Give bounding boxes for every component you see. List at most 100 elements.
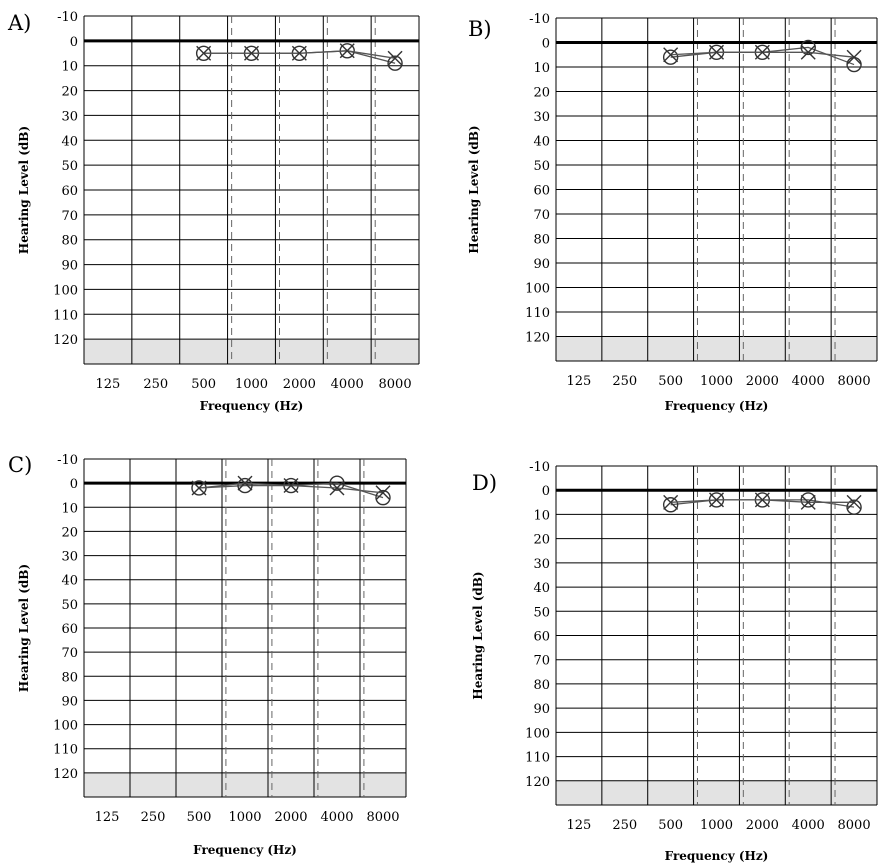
x-tick-label: 4000	[792, 818, 825, 833]
y-tick-label: 20	[533, 533, 550, 548]
data-point-cross	[244, 45, 259, 61]
shaded-region	[84, 772, 406, 797]
y-tick-label: 60	[61, 622, 78, 637]
data-point-cross	[754, 44, 770, 60]
x-tick-label: 8000	[838, 374, 871, 389]
series-line-circle	[670, 46, 855, 66]
panel-label: D)	[472, 471, 497, 495]
data-point-cross	[196, 45, 212, 61]
data-point-circle	[387, 55, 403, 71]
y-axis-label: Hearing Level (dB)	[467, 125, 481, 253]
y-axis-label: Hearing Level (dB)	[17, 126, 31, 254]
data-point-cross	[283, 478, 299, 494]
x-tick-label: 125	[95, 810, 120, 825]
y-tick-label: 120	[525, 331, 550, 346]
y-tick-label: 10	[533, 61, 550, 76]
y-tick-label: 30	[61, 109, 78, 124]
y-tick-label: -10	[529, 460, 550, 475]
x-tick-label: 125	[567, 818, 592, 833]
data-point-cross	[846, 49, 862, 65]
x-tick-label: 1000	[235, 377, 268, 392]
y-tick-label: 0	[542, 37, 550, 52]
y-tick-label: 70	[533, 654, 550, 669]
y-tick-label: 80	[61, 670, 78, 685]
x-tick-label: 125	[96, 377, 121, 392]
data-point-circle	[375, 489, 391, 506]
data-point-cross	[291, 45, 307, 61]
y-tick-label: 40	[61, 574, 78, 589]
y-tick-label: 80	[533, 678, 550, 693]
panel-label: B)	[468, 17, 492, 41]
x-axis-label: Frequency (Hz)	[665, 399, 769, 413]
data-point-circle	[800, 39, 816, 56]
y-tick-label: 90	[61, 259, 78, 274]
y-tick-label: 10	[61, 60, 78, 75]
y-tick-label: 30	[533, 110, 550, 125]
audiogram-panel-a: -10 0 10 20 30 40 50 60 70 80 90 100 110 120 125 250 500…	[7, 10, 420, 413]
audiogram-panel-b: -10 0 10 20 30 40 50 60 70 80 90 100 110 120 125 250 500…	[467, 12, 878, 413]
data-point-circle	[800, 492, 816, 508]
data-point-circle	[846, 499, 862, 515]
y-tick-label: 80	[61, 234, 78, 249]
data-point-cross	[846, 494, 862, 510]
x-tick-label: 500	[658, 818, 683, 833]
y-tick-label: 110	[525, 751, 550, 766]
x-tick-label: 2000	[283, 377, 316, 392]
data-point-cross	[663, 494, 679, 510]
data-point-cross	[329, 480, 345, 496]
y-tick-label: 10	[61, 501, 78, 516]
y-tick-label: 120	[53, 767, 78, 782]
y-tick-label: 80	[533, 233, 550, 248]
y-tick-label: 30	[533, 557, 550, 572]
y-tick-label: -10	[57, 453, 78, 468]
y-tick-label: 10	[533, 508, 550, 523]
y-tick-label: 110	[53, 308, 78, 323]
data-point-cross	[709, 44, 724, 60]
y-tick-label: 0	[70, 35, 78, 50]
audiogram-panel-c: -10 0 10 20 30 40 50 60 70 80 90 100 110 120 125 250 500…	[8, 453, 407, 857]
x-tick-label: 250	[612, 818, 637, 833]
x-tick-label: 4000	[320, 810, 353, 825]
audiogram-panel-d: -10 0 10 20 30 40 50 60 70 80 90 100 110 120 125 250 500…	[471, 460, 878, 863]
y-tick-label: 100	[525, 282, 550, 297]
y-tick-label: 50	[61, 159, 78, 174]
data-point-cross	[191, 480, 207, 496]
data-point-circle	[662, 497, 679, 513]
data-point-circle	[191, 480, 207, 496]
y-tick-label: 20	[61, 85, 78, 100]
y-tick-label: 40	[61, 134, 78, 149]
y-tick-label: 60	[61, 184, 78, 199]
data-point-cross	[800, 494, 816, 510]
x-axis-label: Frequency (Hz)	[200, 399, 304, 413]
y-tick-label: 90	[61, 694, 78, 709]
data-point-cross	[800, 44, 816, 60]
x-tick-label: 4000	[792, 374, 825, 389]
y-tick-label: 60	[533, 630, 550, 645]
x-axis-label: Frequency (Hz)	[665, 849, 769, 863]
y-tick-label: 40	[533, 135, 550, 150]
data-point-cross	[375, 485, 391, 501]
y-tick-label: 110	[525, 306, 550, 321]
data-point-circle	[662, 49, 679, 65]
y-tick-label: 20	[61, 525, 78, 540]
y-tick-label: 90	[533, 257, 550, 272]
data-point-cross	[387, 50, 403, 66]
x-tick-label: 250	[612, 374, 637, 389]
y-tick-label: 20	[533, 86, 550, 101]
y-tick-label: 120	[53, 333, 78, 348]
y-axis-label: Hearing Level (dB)	[471, 571, 485, 699]
y-tick-label: -10	[529, 12, 550, 27]
x-tick-label: 500	[187, 810, 212, 825]
panel-label: A)	[7, 11, 31, 35]
x-axis-label: Frequency (Hz)	[193, 843, 297, 857]
x-tick-label: 1000	[700, 374, 733, 389]
data-point-cross	[237, 475, 253, 491]
data-point-cross	[754, 492, 770, 508]
data-point-cross	[663, 47, 679, 63]
x-tick-label: 250	[141, 810, 166, 825]
y-tick-label: 70	[533, 208, 550, 223]
panel-label: C)	[8, 453, 32, 477]
x-tick-label: 250	[143, 377, 168, 392]
y-tick-label: 120	[525, 775, 550, 790]
